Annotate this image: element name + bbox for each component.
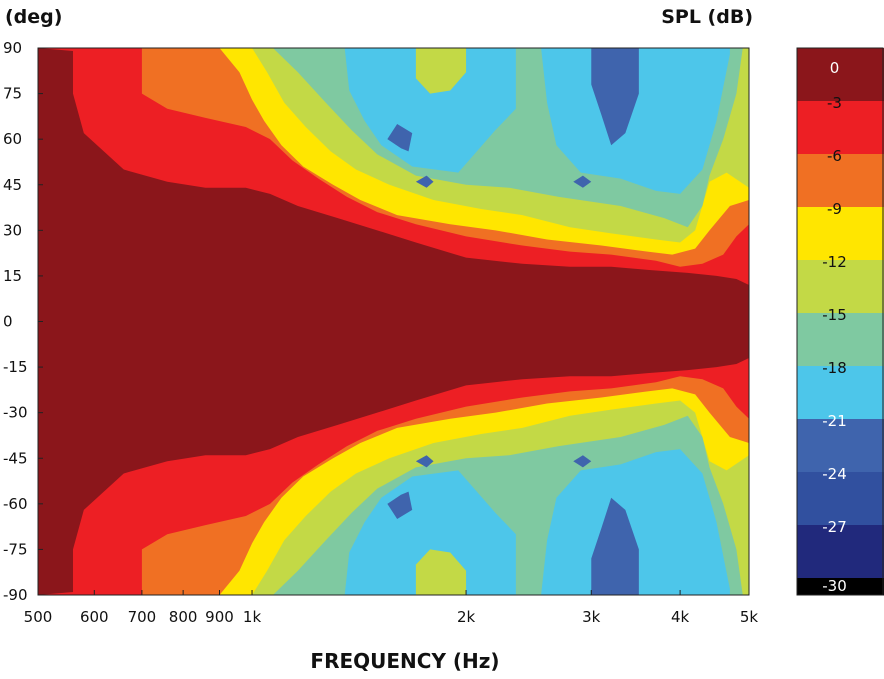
colorbar-swatch bbox=[797, 472, 884, 526]
colorbar-swatch bbox=[797, 207, 884, 261]
colorbar-label: -3 bbox=[827, 94, 842, 112]
plot-area bbox=[38, 48, 749, 595]
contour-island-3-lower bbox=[573, 455, 592, 468]
contour-region-minus21 bbox=[591, 48, 749, 595]
colorbar-frame bbox=[796, 47, 884, 596]
contour-region-minus18 bbox=[344, 48, 749, 595]
y-tick-label: 90 bbox=[3, 39, 22, 57]
colorbar-swatch bbox=[797, 525, 884, 579]
colorbar-label: -6 bbox=[827, 147, 842, 165]
y-tick-label: 75 bbox=[3, 85, 22, 103]
colorbar-label: -21 bbox=[822, 412, 847, 430]
y-tick-label: 15 bbox=[3, 267, 22, 285]
x-tick-label: 600 bbox=[80, 608, 109, 626]
colorbar-label: -24 bbox=[822, 465, 847, 483]
x-axis-ticks: 500 600 700 800 900 1k 2k 3k 4k 5k bbox=[24, 590, 759, 626]
y-axis-ticks: 90 75 60 45 30 15 0 -15 -30 -45 -60 -75 -90 bbox=[3, 39, 43, 604]
colorbar-swatch bbox=[797, 48, 884, 102]
colorbar-label: -9 bbox=[827, 200, 842, 218]
contour-region-minus15 bbox=[272, 48, 749, 595]
y-tick-label: -15 bbox=[3, 358, 28, 376]
colorbar-title: SPL (dB) bbox=[661, 6, 753, 28]
y-tick-label: -30 bbox=[3, 404, 28, 422]
colorbar-label: -12 bbox=[822, 253, 847, 271]
colorbar-swatch bbox=[797, 260, 884, 314]
contour-island-1-upper bbox=[387, 123, 413, 152]
x-tick-label: 3k bbox=[582, 608, 601, 626]
x-tick-label: 2k bbox=[457, 608, 476, 626]
y-tick-label: 30 bbox=[3, 221, 22, 239]
contour-island-2-upper bbox=[415, 175, 434, 188]
colorbar: 0 -3 -6 -9 -12 -15 -18 -21 -24 -27 -30 bbox=[796, 47, 884, 596]
colorbar-label: -30 bbox=[822, 577, 847, 595]
x-tick-label: 4k bbox=[671, 608, 690, 626]
x-tick-label: 800 bbox=[169, 608, 198, 626]
colorbar-label: 0 bbox=[830, 59, 840, 77]
x-tick-label: 500 bbox=[24, 608, 53, 626]
y-tick-label: 45 bbox=[3, 176, 22, 194]
contour-island-0-lower bbox=[415, 549, 467, 595]
colorbar-swatch bbox=[797, 313, 884, 367]
y-axis-unit-label: (deg) bbox=[5, 6, 62, 28]
y-tick-label: 0 bbox=[3, 313, 13, 331]
contour-island-2-lower bbox=[415, 455, 434, 468]
contour-island-3-upper bbox=[573, 175, 592, 188]
y-tick-label: -75 bbox=[3, 540, 28, 558]
colorbar-swatch bbox=[797, 366, 884, 420]
y-tick-label: 60 bbox=[3, 130, 22, 148]
x-tick-label: 5k bbox=[740, 608, 759, 626]
y-tick-label: -60 bbox=[3, 495, 28, 513]
x-tick-label: 700 bbox=[128, 608, 157, 626]
x-tick-label: 900 bbox=[205, 608, 234, 626]
contour-island-0-upper bbox=[415, 48, 467, 94]
x-tick-label: 1k bbox=[243, 608, 262, 626]
colorbar-swatch bbox=[797, 578, 884, 596]
colorbar-swatch bbox=[797, 419, 884, 473]
y-tick-label: -90 bbox=[3, 586, 28, 604]
x-axis-title: FREQUENCY (Hz) bbox=[310, 649, 499, 673]
colorbar-swatch bbox=[797, 101, 884, 155]
colorbar-label: -15 bbox=[822, 306, 847, 324]
contour-island-1-lower bbox=[387, 491, 413, 520]
colorbar-label: -18 bbox=[822, 359, 847, 377]
y-tick-label: -45 bbox=[3, 449, 28, 467]
colorbar-swatch bbox=[797, 154, 884, 208]
colorbar-label: -27 bbox=[822, 518, 847, 536]
